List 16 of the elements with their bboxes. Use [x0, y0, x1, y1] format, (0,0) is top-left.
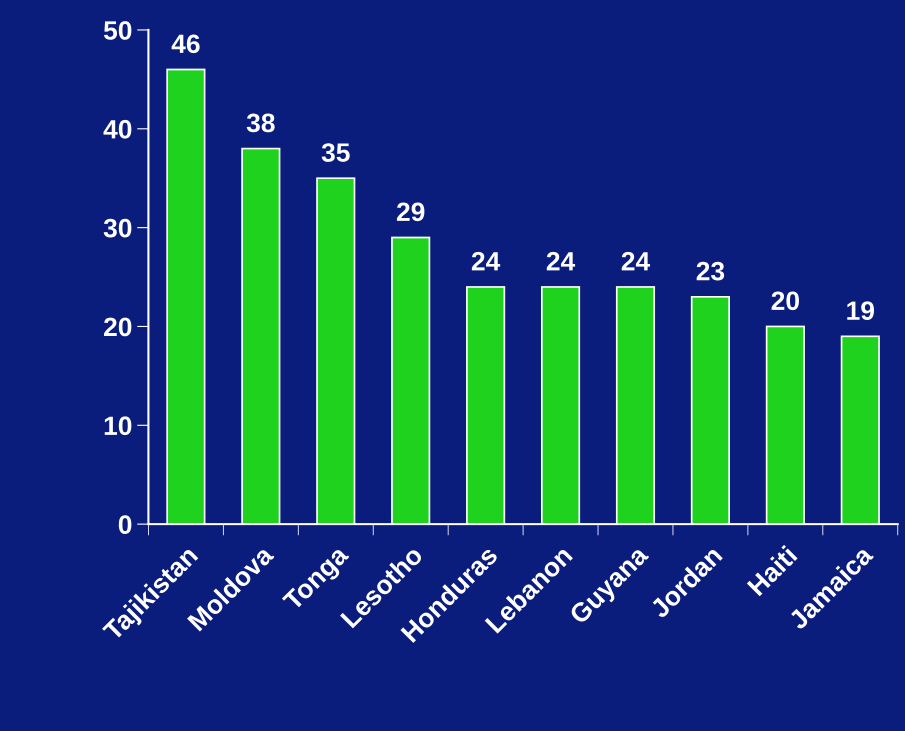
- y-tick-label: 10: [104, 416, 132, 436]
- data-label: 23: [696, 262, 724, 281]
- y-tick-label: 30: [104, 218, 132, 238]
- y-tick-label: 20: [104, 318, 132, 336]
- data-label: 29: [396, 202, 424, 222]
- data-label: 46: [172, 34, 200, 54]
- data-label: 38: [246, 114, 275, 132]
- data-label: 35: [322, 143, 350, 162]
- y-tick-label: 50: [104, 21, 132, 40]
- y-tick-label: 40: [104, 120, 132, 139]
- y-tick-label: 0: [118, 515, 132, 534]
- data-label: 24: [546, 252, 576, 270]
- data-label: 24: [622, 252, 650, 270]
- data-label: 20: [772, 291, 799, 310]
- data-label: 24: [472, 252, 500, 270]
- data-label: 19: [847, 301, 874, 320]
